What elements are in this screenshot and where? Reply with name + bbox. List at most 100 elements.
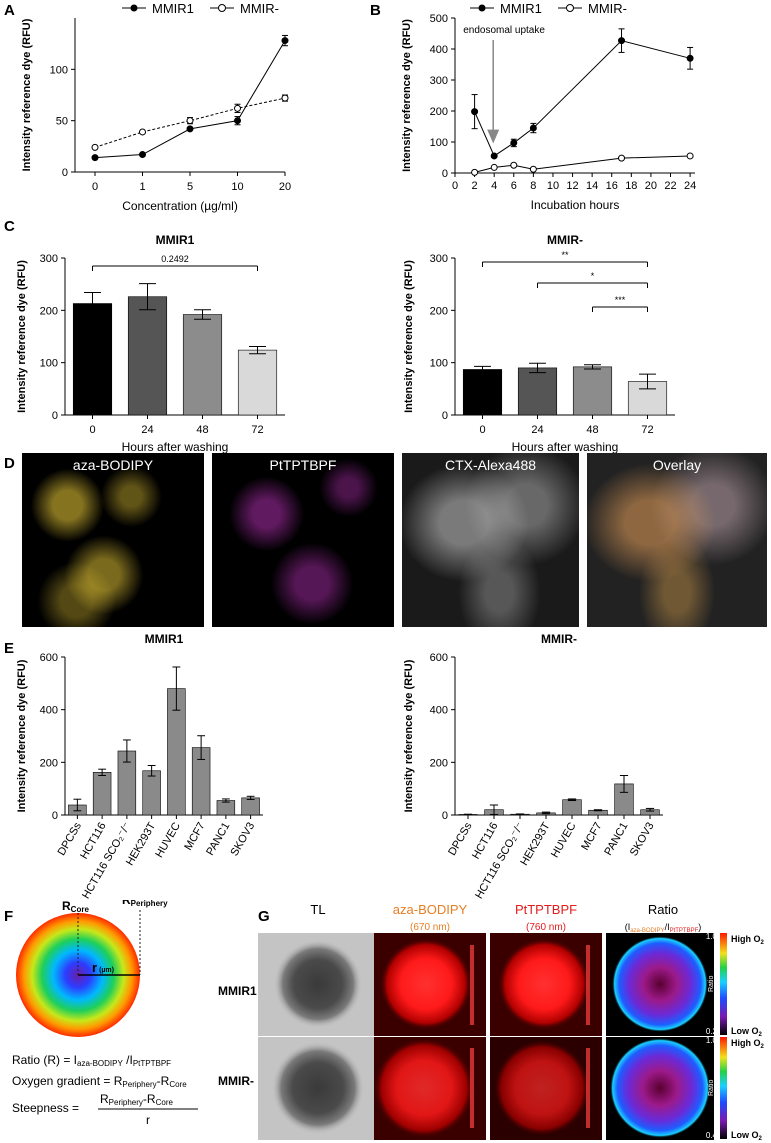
y-tick-label: 600 [40, 652, 58, 664]
g-col-aza-sub: (670 nm) [410, 922, 450, 933]
chart-title: MMIR- [547, 233, 583, 247]
panel-label-c: C [4, 218, 15, 235]
data-point [234, 104, 241, 112]
annotation-arrowhead [487, 129, 500, 144]
legend-marker-mmir1 [478, 4, 486, 12]
series-line-mmir1 [474, 40, 691, 157]
data-point [529, 165, 537, 173]
cbar-max: 1.0 [706, 932, 718, 941]
y-tick-label: 0 [442, 410, 448, 422]
data-point [471, 108, 479, 116]
micro-aza-bodipy: aza-BODIPY [22, 453, 204, 627]
data-point [186, 125, 194, 133]
x-axis-label: Hours after washing [512, 440, 619, 454]
micro-overlay: Overlay [587, 453, 767, 627]
x-tick-label: MCF7 [579, 821, 604, 853]
sig-label: *** [615, 295, 626, 305]
y-tick-label: 200 [430, 106, 448, 118]
x-tick-label: 0 [452, 180, 458, 192]
x-tick-label: DPCSs [446, 820, 475, 858]
y-tick-label: 400 [40, 705, 58, 717]
bar-48 [572, 366, 613, 416]
data-point [186, 117, 194, 125]
y-tick-label: 100 [40, 358, 58, 370]
g-col-tl: TL [310, 902, 325, 917]
data-point [529, 124, 537, 132]
data-point [281, 94, 289, 102]
x-tick-label: 22 [664, 180, 676, 192]
x-tick-label: 72 [251, 424, 263, 436]
data-point [139, 128, 146, 136]
legend-marker-mmir- [218, 4, 226, 12]
x-tick-label: MCF7 [182, 821, 207, 853]
series-line-mmir- [474, 155, 691, 173]
y-tick-label: 50 [56, 116, 68, 128]
steepness-label: Steepness = [12, 1101, 79, 1115]
cbar-low: Low O2 [731, 1026, 763, 1038]
y-tick-label: 0 [52, 810, 58, 822]
data-point [618, 154, 626, 162]
panel-label-e: E [4, 640, 15, 657]
x-tick-label: 10 [547, 180, 559, 192]
data-point [91, 154, 99, 162]
data-point [234, 117, 241, 125]
micro-caption: CTX-Alexa488 [444, 457, 537, 473]
chart-title: MMIR1 [156, 233, 195, 247]
bar-24 [517, 367, 558, 416]
y-tick-label: 300 [430, 75, 448, 87]
panel-label-a: A [4, 2, 15, 19]
y-axis-label: Intensity reference dye (RFU) [401, 19, 413, 172]
x-tick-label: HUVEC [549, 820, 579, 859]
bar-0 [72, 303, 113, 416]
bar-HUVEC [562, 799, 582, 816]
panel-label-d: D [4, 455, 15, 472]
y-tick-label: 200 [40, 305, 58, 317]
x-tick-label: 0 [89, 424, 95, 436]
x-axis-label: Hours after washing [122, 440, 229, 454]
data-point [91, 143, 99, 151]
data-point [471, 168, 479, 176]
x-tick-label: 72 [641, 424, 653, 436]
x-tick-label: 20 [645, 180, 657, 192]
data-point [510, 161, 518, 169]
y-tick-label: 0 [62, 167, 68, 179]
y-tick-label: 100 [430, 137, 448, 149]
series-line-mmir1 [94, 40, 286, 159]
g-row-mmir-: MMIR- [218, 1074, 254, 1088]
y-tick-label: 0 [442, 810, 448, 822]
micro-caption: aza-BODIPY [72, 457, 154, 473]
chart-title: MMIR- [541, 632, 577, 646]
annotation-label: endosomal uptake [463, 25, 545, 36]
legend-label-mmir-: MMIR- [240, 1, 279, 16]
bar-HEK293T [142, 770, 161, 816]
cbar-label: Ratio [708, 1080, 715, 1096]
bar-72 [237, 349, 278, 416]
x-tick-label: 24 [684, 180, 696, 192]
x-tick-label: 4 [491, 180, 497, 192]
data-point [510, 139, 518, 147]
cbar-label: Ratio [708, 976, 715, 992]
micro-pttptbpf: PtTPTBPF [212, 453, 394, 627]
x-tick-label: SKOV3 [628, 821, 657, 859]
x-tick-label: 16 [606, 180, 618, 192]
bar-PANC1 [216, 800, 236, 816]
data-point [686, 54, 694, 62]
x-tick-label: 0 [92, 181, 98, 193]
y-axis-label: Intensity reference dye (RFU) [21, 18, 33, 171]
cbar-min: 0.4 [706, 1131, 718, 1140]
y-tick-label: 100 [430, 358, 448, 370]
data-point [281, 37, 289, 45]
panel-label-g: G [258, 908, 270, 925]
radius-label: r (µm) [92, 960, 114, 975]
y-tick-label: 400 [430, 44, 448, 56]
x-tick-label: 48 [196, 424, 208, 436]
data-point [686, 152, 694, 160]
x-tick-label: 24 [141, 424, 153, 436]
legend-marker-mmir1 [130, 4, 138, 12]
cbar-high: High O2 [731, 934, 765, 946]
x-axis-label: Concentration (µg/ml) [122, 199, 238, 213]
panel-f: RCore RPeriphery r (µm) Ratio (R) = Iaza-… [12, 900, 198, 1127]
cbar-max: 1.0 [706, 1036, 718, 1045]
bar-24 [127, 296, 168, 416]
data-point [490, 152, 498, 160]
